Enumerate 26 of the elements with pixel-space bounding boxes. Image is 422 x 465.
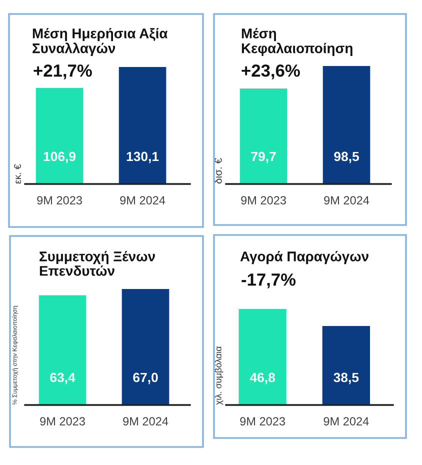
data-label: 63,4 — [50, 372, 76, 384]
x-tick-label: 9M 2024 — [120, 196, 166, 204]
y-axis-title: χιλ. συμβόλαια — [214, 346, 224, 405]
x-tick-label: 9M 2024 — [324, 196, 370, 204]
y-axis-title: δισ. € — [214, 158, 222, 184]
chart-title: Μέση Ημερήσια Αξία Συναλλαγών — [32, 28, 168, 56]
x-tick-label: 9M 2023 — [240, 417, 285, 426]
data-label: 38,5 — [334, 372, 359, 384]
data-label: 106,9 — [44, 152, 76, 164]
chart-subtitle: -17,7% — [242, 274, 296, 288]
data-label: 79,7 — [251, 152, 276, 164]
x-tick-label: 9M 2024 — [324, 417, 369, 426]
chart-subtitle: +23,6% — [242, 64, 300, 80]
chart-subtitle: +21,7% — [34, 64, 92, 80]
data-label: 67,0 — [133, 372, 158, 384]
chart-title: Συμμετοχή Ξένων Επενδυτών — [40, 250, 155, 276]
y-axis-title: εκ. € — [14, 164, 21, 184]
x-tick-label: 9M 2024 — [123, 417, 168, 426]
data-label: 130,1 — [126, 152, 159, 164]
chart-title: Αγορά Παραγώγων — [240, 251, 368, 264]
data-label: 46,8 — [250, 372, 275, 384]
data-label: 98,5 — [334, 152, 359, 164]
chart-title: Μέση Κεφαλαιοποίηση — [242, 28, 352, 56]
x-tick-label: 9M 2023 — [241, 196, 286, 204]
x-tick-label: 9M 2023 — [40, 417, 85, 426]
x-tick-label: 9M 2023 — [37, 196, 82, 204]
